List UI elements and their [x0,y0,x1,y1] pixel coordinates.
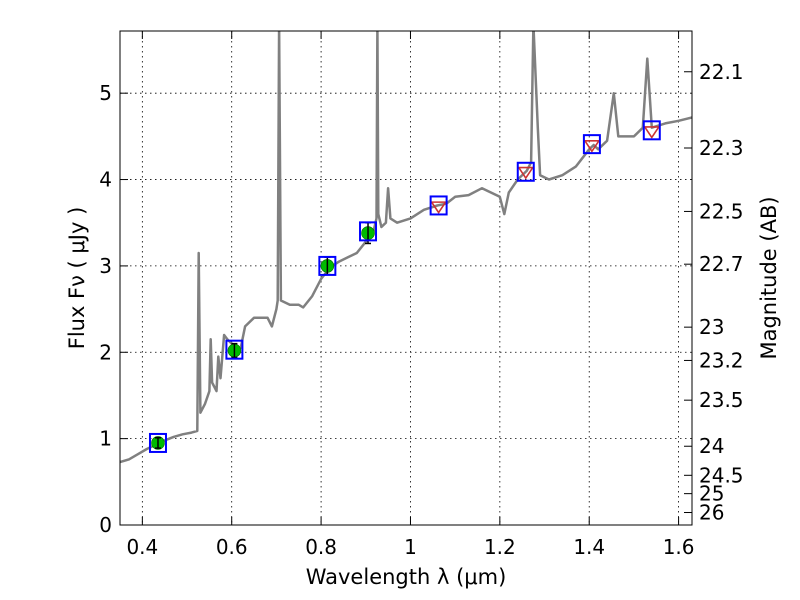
right-tick-label: 24 [699,434,724,458]
y-tick-label: 5 [99,81,112,105]
model-photometry-square [318,255,337,276]
model-photometry-square [582,134,601,155]
x-tick-label: 1 [404,535,417,559]
y-axis-label: Flux Fν ( μJy ) [65,207,89,350]
upper-limit-marker [643,126,661,139]
plot-frame [119,30,693,526]
model-photometry-square [429,195,448,216]
y-tick-label: 4 [99,168,112,192]
right-tick-label: 25 [699,482,724,506]
x-tick-label: 0.4 [126,535,158,559]
x-tick-label: 1.4 [573,535,605,559]
y-tick-label: 3 [99,254,112,278]
y-tick-label: 1 [99,427,112,451]
right-tick-label: 22.3 [699,136,744,160]
x-tick-label: 1.6 [663,535,695,559]
model-photometry-square [359,221,378,242]
x-tick-label: 0.6 [216,535,248,559]
right-tick-label: 26 [699,501,724,525]
x-axis-label: Wavelength λ (μm) [306,565,507,589]
right-tick-label: 23.2 [699,348,744,372]
model-photometry-square [642,120,661,141]
model-photometry-square [225,339,244,360]
x-tick-label: 1.2 [484,535,516,559]
model-photometry-square [516,161,535,182]
upper-limit-marker [583,140,601,153]
y-tick-label: 0 [99,513,112,537]
y-tick-label: 2 [99,340,112,364]
right-tick-label: 23.5 [699,388,744,412]
x-tick-label: 0.8 [305,535,337,559]
clipped-series [120,31,692,464]
right-tick-label: 24.5 [699,463,744,487]
right-tick-label: 23 [699,315,724,339]
model-photometry-square [148,432,167,453]
axis-ticks: 0.4 0.6 0.8 1 1.2 1.4 1.601234522.122.322.522.… [99,31,744,559]
right-tick-label: 22.5 [699,199,744,223]
spectrum-line [120,31,692,464]
plot-series [120,31,692,464]
right-tick-label: 22.1 [699,60,744,84]
right-tick-label: 22.7 [699,252,744,276]
upper-limit-marker [430,201,448,215]
grid-lines [120,31,692,526]
upper-limit-marker [517,166,535,180]
right-axis-label: Magnitude (AB) [757,196,781,359]
